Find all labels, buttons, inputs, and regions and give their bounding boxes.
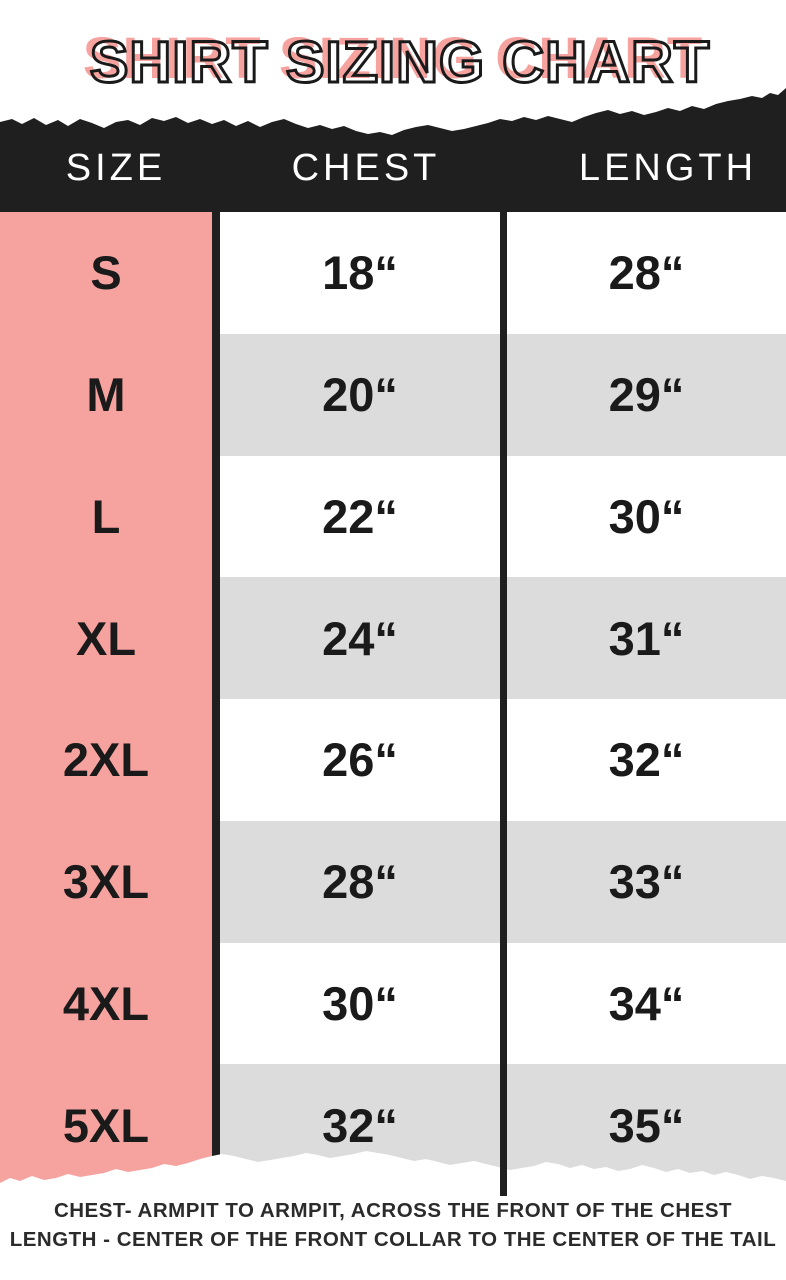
chest-cell: 32“ <box>220 1064 500 1183</box>
column-header-size: SIZE <box>65 147 167 189</box>
size-cell: L <box>0 455 212 578</box>
page-title: SHIRT SIZING CHART SHIRT SIZING CHART <box>0 16 786 100</box>
table-header-band: SIZE CHEST LENGTH <box>0 88 786 212</box>
chest-cell: 30“ <box>220 942 500 1065</box>
column-divider-line-right <box>500 212 507 1196</box>
table-row: 5XL 32“ 35“ <box>0 1064 786 1183</box>
title-stack: SHIRT SIZING CHART SHIRT SIZING CHART <box>82 25 711 97</box>
length-cell: 35“ <box>507 1064 786 1183</box>
size-cell: 4XL <box>0 942 212 1065</box>
length-note: LENGTH - CENTER OF THE FRONT COLLAR TO T… <box>9 1228 777 1251</box>
chest-cell: 22“ <box>220 455 500 578</box>
column-header-length: LENGTH <box>578 147 758 189</box>
size-cell: 2XL <box>0 699 212 821</box>
chest-cell: 24“ <box>220 577 500 699</box>
table-row: 2XL 26“ 32“ <box>0 699 786 821</box>
length-cell: 31“ <box>507 577 786 699</box>
length-cell: 34“ <box>507 942 786 1065</box>
size-cell: 5XL <box>0 1064 212 1183</box>
size-cell: 3XL <box>0 820 212 943</box>
table-row: L 22“ 30“ <box>0 455 786 578</box>
length-cell: 32“ <box>507 699 786 821</box>
measurement-notes: CHEST- ARMPIT TO ARMPIT, ACROSS THE FRON… <box>0 1196 786 1254</box>
column-header-chest: CHEST <box>291 147 441 189</box>
table-row: 3XL 28“ 33“ <box>0 820 786 943</box>
column-divider-line-left <box>212 212 220 1183</box>
chest-cell: 18“ <box>220 212 500 334</box>
sizing-table: S 18“ 28“ M 20“ 29“ L 22“ 30“ XL 24“ 31“ <box>0 212 786 1183</box>
title-outline: SHIRT SIZING CHART <box>88 28 711 96</box>
table-row: M 20“ 29“ <box>0 333 786 456</box>
chest-cell: 20“ <box>220 333 500 456</box>
size-cell: XL <box>0 577 212 699</box>
length-cell: 28“ <box>507 212 786 334</box>
chest-note: CHEST- ARMPIT TO ARMPIT, ACROSS THE FRON… <box>53 1199 733 1222</box>
table-row: S 18“ 28“ <box>0 212 786 334</box>
length-cell: 29“ <box>507 333 786 456</box>
size-cell: S <box>0 212 212 334</box>
title-pink-fill: SHIRT SIZING CHART <box>82 25 704 91</box>
length-cell: 30“ <box>507 455 786 578</box>
chest-cell: 28“ <box>220 820 500 943</box>
length-cell: 33“ <box>507 820 786 943</box>
table-row: XL 24“ 31“ <box>0 577 786 699</box>
size-cell: M <box>0 333 212 456</box>
chest-cell: 26“ <box>220 699 500 821</box>
table-row: 4XL 30“ 34“ <box>0 942 786 1065</box>
